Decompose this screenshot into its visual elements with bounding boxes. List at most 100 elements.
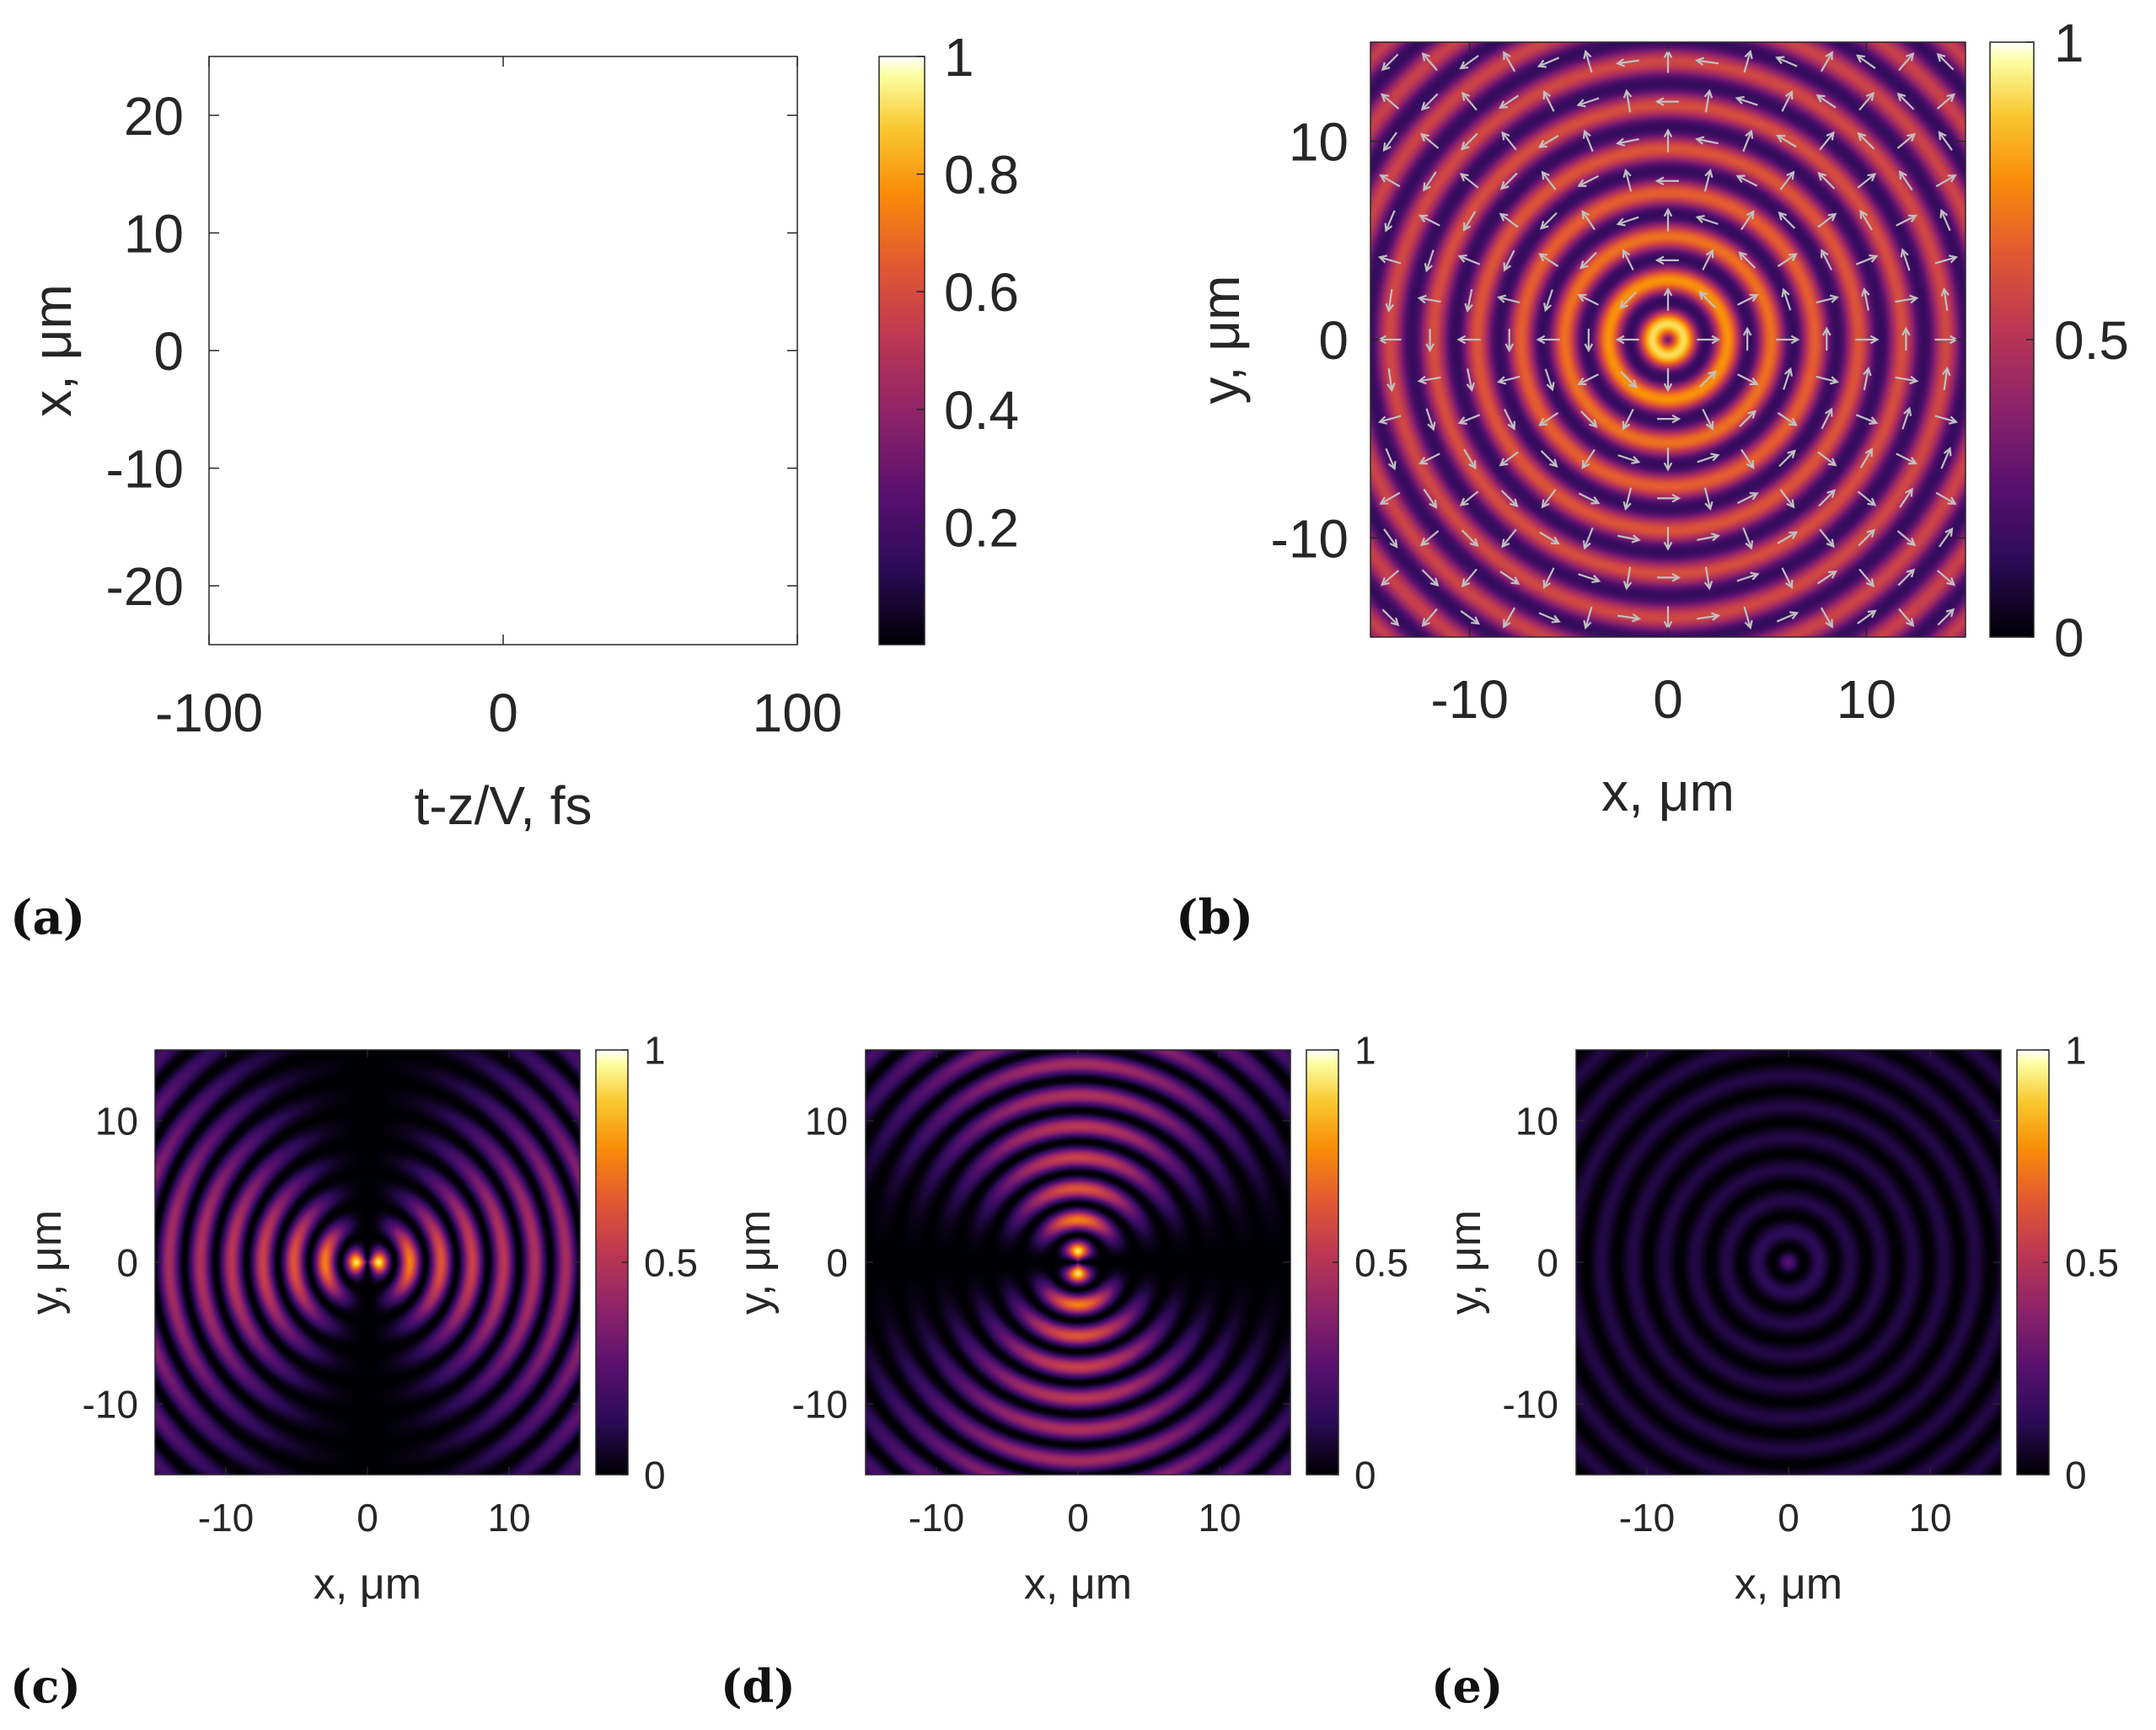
vector-arrowhead — [1461, 578, 1471, 588]
vector-arrowhead — [1749, 377, 1759, 386]
x-axis-label: x, μm — [1024, 1560, 1132, 1609]
vector-arrow — [1503, 249, 1515, 270]
vector-arrowhead — [1419, 132, 1429, 142]
colorbar-tick-label: 0.5 — [644, 1241, 698, 1285]
vector-arrowhead — [1750, 571, 1760, 581]
vector-arrowhead — [1501, 131, 1510, 141]
vector-arrow — [1702, 249, 1714, 270]
vector-arrow — [1578, 294, 1599, 306]
y-axis-label: y, μm — [1190, 276, 1251, 404]
vector-arrowhead — [1615, 335, 1625, 345]
vector-arrow — [1544, 368, 1553, 390]
vector-arrow — [1622, 249, 1634, 270]
vector-arrowhead — [1503, 51, 1511, 61]
vector-arrowhead — [1947, 174, 1957, 183]
x-axis-label: t-z/V, fs — [414, 775, 592, 836]
vector-arrow — [1820, 51, 1833, 72]
y-axis-label: y, μm — [22, 1210, 71, 1315]
y-tick-label: -10 — [1271, 508, 1349, 569]
vector-arrowhead — [1869, 254, 1879, 263]
vector-arrow — [1540, 450, 1558, 468]
vector-arrowhead — [1788, 253, 1798, 262]
vector-arrow — [1542, 171, 1557, 190]
vector-arrow — [1578, 492, 1599, 505]
vector-arrow — [1859, 211, 1873, 231]
vector-arrowhead — [1543, 303, 1553, 313]
vector-arrowhead — [1898, 170, 1907, 180]
vector-arrowhead — [1671, 493, 1681, 503]
vector-arrowhead — [1907, 132, 1917, 142]
x-tick-label: -10 — [1619, 1496, 1675, 1540]
vector-arrow — [1539, 253, 1559, 267]
x-axis-label: x, μm — [314, 1560, 421, 1609]
vector-arrowhead — [1456, 335, 1467, 345]
vector-arrowhead — [1775, 56, 1785, 65]
vector-arrow — [1895, 376, 1917, 383]
vector-arrowhead — [1663, 287, 1673, 297]
panel-c: -10 0 10 -10 0 10 x, μm y, μm 0 0.5 1 (c) — [10, 1029, 698, 1713]
vector-arrow — [1420, 133, 1440, 149]
vector-arrowhead — [1537, 59, 1547, 68]
vector-arrow — [1422, 52, 1438, 72]
vector-arrow — [1624, 487, 1633, 510]
vector-arrow — [1703, 169, 1712, 192]
vector-arrow — [1499, 570, 1520, 585]
vector-arrow — [1387, 368, 1393, 391]
y-tick-label: 0 — [153, 321, 184, 382]
vector-arrow — [1467, 289, 1473, 311]
vector-arrow — [1459, 255, 1481, 265]
vector-arrowhead — [1940, 287, 1950, 297]
vector-arrow — [1817, 213, 1837, 228]
panel-label-e: (e) — [1431, 1659, 1503, 1713]
vector-arrow — [1781, 91, 1793, 112]
vector-arrowhead — [1503, 262, 1511, 272]
vector-arrow — [1385, 447, 1396, 469]
vector-arrowhead — [1425, 343, 1435, 353]
vector-arrow — [1855, 255, 1877, 265]
vector-arrow — [1817, 451, 1837, 466]
vector-arrowhead — [1537, 140, 1547, 148]
vector-arrowhead — [1389, 538, 1398, 549]
x-tick-label: 10 — [1198, 1496, 1241, 1540]
vector-arrowhead — [1944, 527, 1954, 537]
vector-arrowhead — [1461, 91, 1471, 101]
vector-arrow — [1579, 410, 1597, 428]
vector-arrow — [1383, 131, 1397, 151]
colorbar-tick-label: 1 — [644, 1029, 666, 1073]
vector-arrow — [1463, 448, 1477, 469]
vector-arrowhead — [1663, 128, 1673, 138]
heatmap-a — [209, 56, 797, 645]
vector-arrowhead — [1583, 619, 1592, 630]
vector-arrowhead — [1460, 141, 1470, 151]
vector-arrowhead — [1943, 447, 1952, 457]
vector-arrowhead — [1671, 573, 1681, 582]
vector-arrowhead — [1855, 54, 1865, 63]
vector-arrowhead — [1459, 173, 1469, 182]
vector-arrowhead — [1464, 303, 1473, 313]
vector-arrowhead — [1738, 251, 1747, 260]
colorbar-tick-label: 0.2 — [944, 497, 1019, 558]
vector-arrow — [1740, 211, 1755, 231]
vector-arrowhead — [1582, 540, 1591, 550]
vector-arrow — [1697, 138, 1719, 145]
vector-arrow — [1697, 59, 1719, 65]
vector-arrowhead — [1825, 51, 1833, 61]
vector-field-b — [1377, 49, 1959, 630]
vector-arrow — [1858, 568, 1874, 587]
vector-arrowhead — [1826, 489, 1837, 499]
vector-arrowhead — [1390, 617, 1400, 627]
vector-arrowhead — [1615, 137, 1626, 147]
vector-arrow — [1503, 607, 1516, 628]
vector-arrowhead — [1546, 382, 1555, 392]
vector-arrow — [1498, 296, 1520, 304]
vector-arrowhead — [1867, 609, 1877, 619]
vector-arrowhead — [1817, 171, 1827, 181]
panel-label-c: (c) — [10, 1659, 81, 1713]
x-tick-label: 100 — [753, 683, 843, 743]
vector-arrowhead — [1619, 300, 1628, 309]
vector-arrowhead — [1825, 619, 1833, 629]
panel-label-b: (b) — [1176, 890, 1253, 945]
vector-arrowhead — [1789, 611, 1799, 620]
vector-arrow — [1542, 489, 1557, 508]
x-axis-label: x, μm — [1735, 1560, 1842, 1609]
